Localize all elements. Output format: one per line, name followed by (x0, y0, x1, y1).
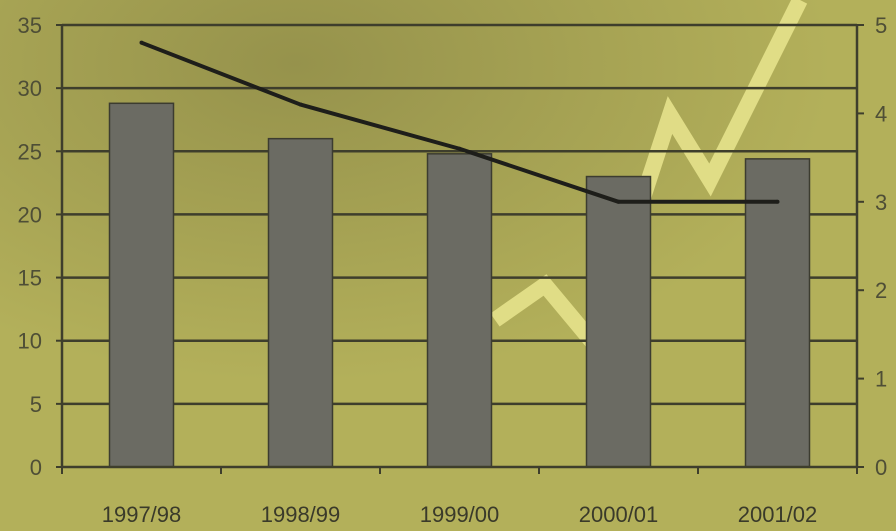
bar (426, 153, 493, 468)
bar (585, 175, 652, 468)
category-label: 2000/01 (579, 502, 659, 527)
right-tick-label: 3 (875, 190, 887, 215)
line-point (616, 199, 621, 204)
right-tick-label: 2 (875, 278, 887, 303)
right-tick-label: 4 (875, 101, 887, 126)
line-point (139, 40, 144, 45)
right-tick-label: 0 (875, 455, 887, 480)
left-tick-label: 5 (30, 392, 42, 417)
left-tick-label: 25 (18, 139, 42, 164)
left-tick-label: 20 (18, 202, 42, 227)
axes (56, 24, 864, 474)
bar-series (108, 102, 811, 468)
left-tick-label: 0 (30, 455, 42, 480)
bar (744, 158, 811, 468)
line-point (775, 199, 780, 204)
category-label: 1997/98 (102, 502, 182, 527)
line-point (457, 146, 462, 151)
left-tick-label: 30 (18, 76, 42, 101)
left-tick-label: 10 (18, 329, 42, 354)
line-point (298, 102, 303, 107)
right-axis-tick-labels: 0 1 2 3 4 5 (875, 13, 887, 480)
left-axis-tick-labels: 0 5 10 15 20 25 30 35 (18, 13, 42, 480)
bar (108, 102, 175, 468)
category-label: 1998/99 (261, 502, 341, 527)
right-tick-label: 5 (875, 13, 887, 38)
category-label: 2001/02 (738, 502, 818, 527)
category-label: 1999/00 (420, 502, 500, 527)
left-tick-label: 35 (18, 13, 42, 38)
bar (267, 137, 334, 468)
left-tick-label: 15 (18, 266, 42, 291)
right-tick-label: 1 (875, 367, 887, 392)
line-series (139, 40, 780, 204)
category-labels: 1997/98 1998/99 1999/00 2000/01 2001/02 (102, 502, 818, 527)
